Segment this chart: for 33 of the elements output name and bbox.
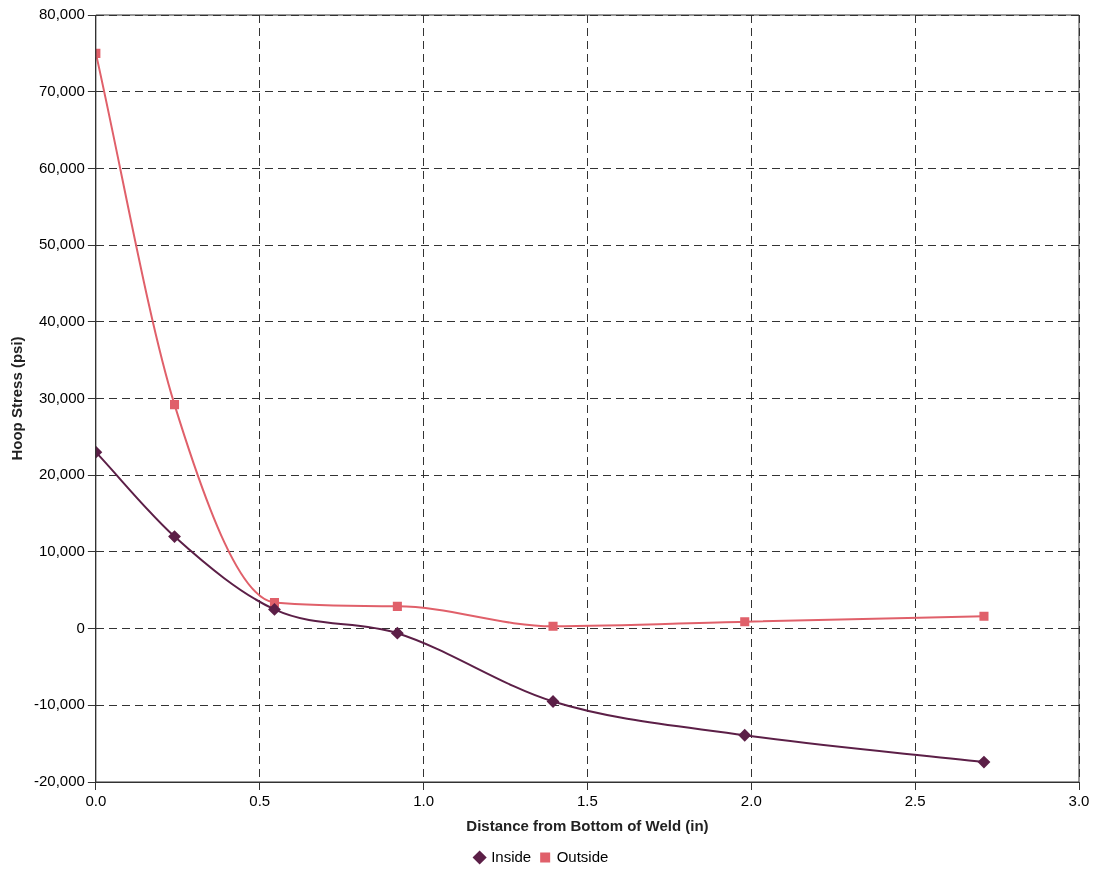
- y-tick-label: 50,000: [38, 235, 85, 253]
- x-tick-label: 0.0: [85, 792, 107, 810]
- legend-label: Inside: [491, 847, 532, 865]
- point: [169, 400, 180, 410]
- point: [979, 611, 989, 621]
- point: [548, 621, 558, 631]
- y-tick-label: 10,000: [38, 542, 85, 560]
- y-tick-label: -10,000: [34, 695, 85, 713]
- x-tick-label: 3.0: [1068, 792, 1090, 810]
- x-axis-title: Distance from Bottom of Weld (in): [466, 817, 709, 835]
- point: [168, 530, 181, 543]
- point: [392, 601, 402, 611]
- x-tick-label: 2.0: [740, 792, 762, 810]
- x-tick-label: 0.5: [249, 792, 271, 810]
- y-tick-label: 30,000: [38, 388, 85, 406]
- y-tick-label: -20,000: [34, 772, 85, 790]
- point: [268, 603, 281, 616]
- y-tick-label: 0: [76, 618, 85, 636]
- x-tick-label: 1.0: [413, 792, 435, 810]
- legend-label: Outside: [556, 847, 609, 865]
- y-axis-title: Hoop Stress (psi): [8, 336, 26, 461]
- y-tick-label: 80,000: [38, 5, 85, 23]
- point: [738, 729, 751, 742]
- point: [547, 695, 560, 708]
- x-tick-label: 2.5: [904, 792, 926, 810]
- point: [391, 627, 404, 640]
- y-tick-label: 20,000: [38, 465, 85, 483]
- point: [977, 756, 990, 769]
- y-tick-label: 60,000: [38, 158, 85, 176]
- y-tick-label: 70,000: [38, 81, 85, 99]
- x-tick-label: 1.5: [577, 792, 598, 810]
- y-tick-label: 40,000: [38, 311, 85, 329]
- point: [740, 617, 750, 627]
